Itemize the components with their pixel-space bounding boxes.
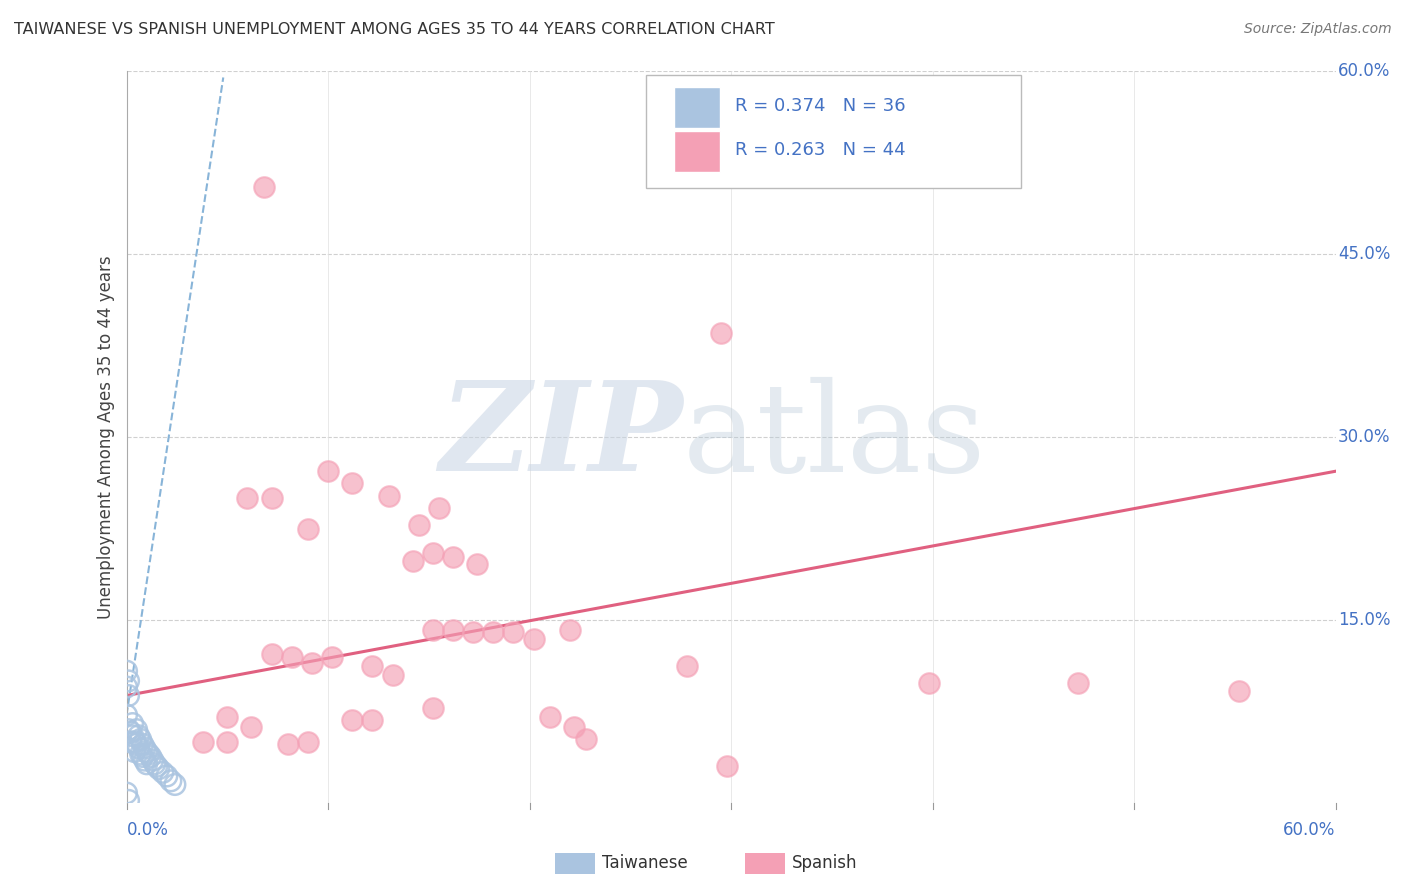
Point bbox=[139, 749, 162, 764]
Point bbox=[297, 735, 319, 749]
Point bbox=[381, 667, 404, 681]
Point bbox=[117, 793, 139, 807]
Point bbox=[148, 762, 170, 776]
Point bbox=[1067, 676, 1090, 690]
Point bbox=[124, 735, 146, 749]
Point bbox=[260, 647, 283, 661]
Point bbox=[117, 723, 139, 737]
Point bbox=[402, 554, 425, 568]
Point bbox=[277, 737, 299, 751]
Point bbox=[252, 180, 274, 194]
Point bbox=[135, 745, 157, 759]
Point bbox=[562, 720, 585, 734]
Point bbox=[156, 769, 179, 783]
Point bbox=[217, 710, 239, 724]
Point bbox=[115, 664, 138, 678]
FancyBboxPatch shape bbox=[675, 131, 720, 171]
Point bbox=[120, 725, 142, 739]
Point bbox=[422, 623, 444, 637]
Point bbox=[558, 623, 581, 637]
Point bbox=[361, 713, 384, 727]
Text: R = 0.263   N = 44: R = 0.263 N = 44 bbox=[735, 141, 905, 159]
Point bbox=[128, 740, 150, 755]
Text: 15.0%: 15.0% bbox=[1339, 611, 1391, 629]
Point bbox=[120, 735, 142, 749]
Point bbox=[422, 546, 444, 560]
Point bbox=[129, 747, 152, 761]
Point bbox=[342, 713, 364, 727]
Text: Source: ZipAtlas.com: Source: ZipAtlas.com bbox=[1244, 22, 1392, 37]
Point bbox=[538, 710, 561, 724]
Point bbox=[427, 500, 450, 515]
Point bbox=[134, 753, 156, 767]
Point bbox=[217, 735, 239, 749]
Text: Spanish: Spanish bbox=[792, 855, 858, 872]
Text: ZIP: ZIP bbox=[439, 376, 683, 498]
Point bbox=[465, 557, 488, 571]
Point bbox=[1227, 683, 1250, 698]
Text: R = 0.374   N = 36: R = 0.374 N = 36 bbox=[735, 96, 905, 115]
Point bbox=[917, 676, 939, 690]
Point bbox=[236, 491, 259, 505]
Point bbox=[260, 491, 283, 505]
Point bbox=[408, 517, 430, 532]
Point bbox=[575, 732, 598, 747]
Point bbox=[441, 623, 464, 637]
Text: TAIWANESE VS SPANISH UNEMPLOYMENT AMONG AGES 35 TO 44 YEARS CORRELATION CHART: TAIWANESE VS SPANISH UNEMPLOYMENT AMONG … bbox=[14, 22, 775, 37]
Point bbox=[117, 673, 139, 688]
Point bbox=[138, 747, 160, 761]
Point bbox=[131, 737, 153, 751]
Point bbox=[152, 765, 174, 780]
Point bbox=[129, 732, 152, 747]
Point bbox=[716, 759, 738, 773]
Point bbox=[240, 720, 263, 734]
Point bbox=[361, 659, 384, 673]
Point bbox=[134, 740, 156, 755]
Point bbox=[297, 521, 319, 535]
Point bbox=[115, 708, 138, 723]
Point bbox=[143, 756, 166, 771]
Point bbox=[321, 649, 343, 664]
Point bbox=[131, 749, 153, 764]
Point bbox=[163, 777, 186, 792]
Point bbox=[482, 625, 505, 640]
Point bbox=[422, 700, 444, 714]
Text: atlas: atlas bbox=[683, 376, 986, 498]
Point bbox=[121, 716, 143, 731]
Point bbox=[281, 649, 304, 664]
Text: 0.0%: 0.0% bbox=[127, 821, 169, 839]
Text: Taiwanese: Taiwanese bbox=[602, 855, 688, 872]
Point bbox=[125, 723, 148, 737]
Point bbox=[128, 729, 150, 743]
Point bbox=[115, 786, 138, 800]
Point bbox=[523, 632, 546, 647]
Point bbox=[675, 659, 697, 673]
Point bbox=[316, 464, 339, 478]
Point bbox=[121, 729, 143, 743]
Point bbox=[125, 737, 148, 751]
Point bbox=[441, 549, 464, 564]
Point bbox=[342, 476, 364, 491]
Point bbox=[191, 735, 214, 749]
Point bbox=[301, 656, 323, 670]
FancyBboxPatch shape bbox=[647, 75, 1021, 188]
Point bbox=[115, 680, 138, 694]
Text: 60.0%: 60.0% bbox=[1339, 62, 1391, 80]
Point bbox=[502, 625, 524, 640]
FancyBboxPatch shape bbox=[675, 87, 720, 128]
Y-axis label: Unemployment Among Ages 35 to 44 years: Unemployment Among Ages 35 to 44 years bbox=[97, 255, 115, 619]
Point bbox=[160, 773, 183, 788]
Text: 45.0%: 45.0% bbox=[1339, 245, 1391, 263]
Text: 30.0%: 30.0% bbox=[1339, 428, 1391, 446]
Point bbox=[142, 753, 165, 767]
Point bbox=[124, 745, 146, 759]
Point bbox=[135, 756, 157, 771]
Point bbox=[710, 326, 733, 341]
Point bbox=[377, 489, 399, 503]
Point bbox=[146, 759, 169, 773]
Text: 60.0%: 60.0% bbox=[1284, 821, 1336, 839]
Point bbox=[117, 689, 139, 703]
Point bbox=[463, 625, 485, 640]
